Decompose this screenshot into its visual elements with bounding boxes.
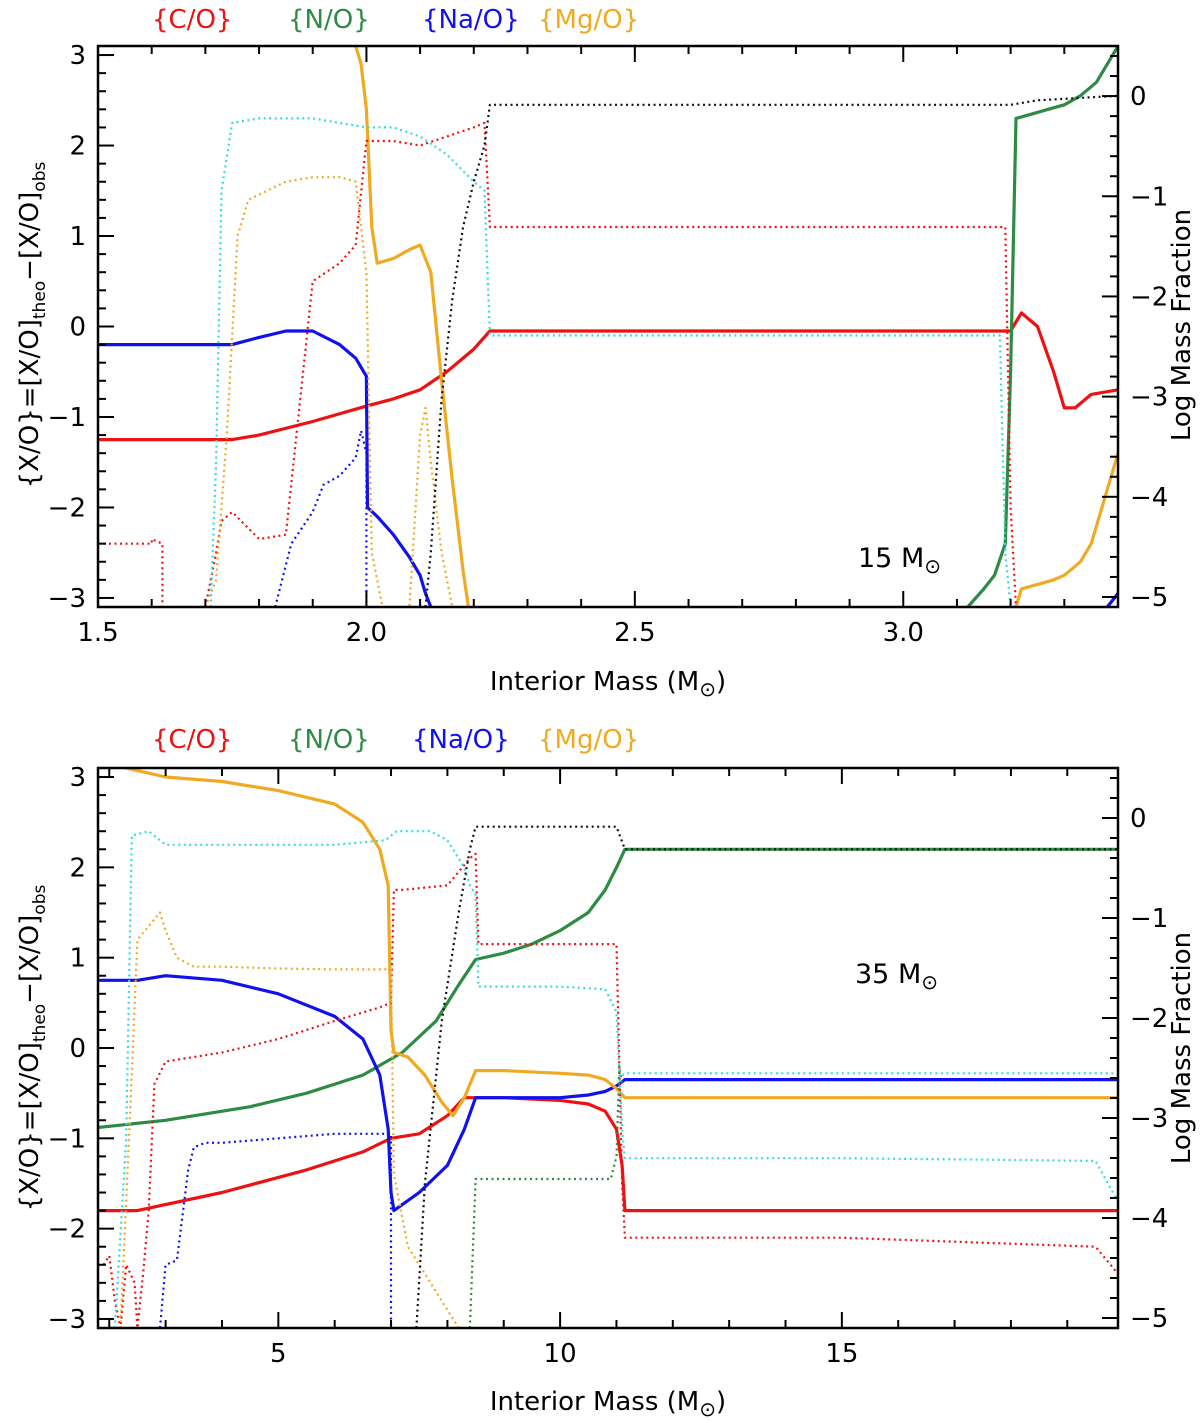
y-right-tick-label: −3 [1130,1104,1168,1134]
legend-no-top: {N/O} [288,5,370,35]
svg-text:{X/O}=[X/O]theo−[X/O]obs: {X/O}=[X/O]theo−[X/O]obs [15,885,50,1212]
series-cyan-dotted-upper-9 [621,1072,1118,1077]
legend-co-top: {C/O} [152,5,232,35]
svg-text:Interior Mass (M⊙): Interior Mass (M⊙) [490,1387,726,1421]
series-cyan-dotted-9 [209,117,1012,607]
x-tick-label: 15 [825,1339,858,1369]
panel-top: {C/O} {N/O} {Na/O} {Mg/O} 1.5 2.0 2.5 3.0 −3… [15,5,1197,701]
legend-mgo-bottom: {Mg/O} [538,725,639,755]
y-tick-label: −3 [48,1305,86,1335]
y-tick-label: 2 [69,132,86,162]
legend-co-bottom: {C/O} [152,725,232,755]
series-mg-o-3 [354,46,470,607]
series-mg-o-outer-4 [1014,451,1118,607]
y-tick-label: −1 [48,1124,86,1154]
xlabel-bottom: Interior Mass (M⊙) [490,1387,726,1421]
legend-no-bottom: {N/O} [288,725,370,755]
series-mg-o-dotted-8 [204,176,464,607]
plot-frame [96,44,1120,609]
plot-area-bottom: 5 10 15 −3 −2 −1 0 1 2 3 −5 −4 −3 −2 −1 0 [48,763,1169,1369]
series-c-o-dotted-4 [102,852,1118,1328]
y-tick-label: 2 [69,853,86,883]
xlabel-top: Interior Mass (M⊙) [490,667,726,701]
legend-nao-top: {Na/O} [422,5,520,35]
ylabel-right-bottom: Log Mass Fraction [1167,932,1197,1164]
panel-bottom: {C/O} {N/O} {Na/O} {Mg/O} 5 10 15 −3 −2 −1 0 1 2… [15,725,1197,1421]
ylabel-left-top: {X/O}=[X/O]theo−[X/O]obs [15,162,50,489]
svg-text:{X/O}=[X/O]theo−[X/O]obs: {X/O}=[X/O]theo−[X/O]obs [15,162,50,489]
y-right-tick-label: −4 [1130,1204,1168,1234]
series-black-dotted-10 [415,825,1118,1328]
y-tick-label: −2 [48,1215,86,1245]
series-mg-o-3 [124,768,1118,1118]
y-right-tick-label: −5 [1130,583,1168,613]
svg-text:Interior Mass (M⊙): Interior Mass (M⊙) [490,667,726,701]
y-tick-label: 3 [69,41,86,71]
legend-mgo-top: {Mg/O} [538,5,639,35]
series-n-o-dotted-7 [468,1064,624,1328]
series-c-o-0 [98,1096,1118,1213]
y-right-tick-label: −1 [1130,182,1168,212]
ticks [97,46,1119,607]
series-na-o-2 [98,329,433,607]
x-tick-label: 1.5 [77,618,118,648]
x-tick-label: 3.0 [883,618,924,648]
series-n-o-1 [98,847,1118,1130]
series-na-o-2 [98,974,1118,1213]
x-tick-label: 2.5 [614,618,655,648]
plot-area-top: 1.5 2.0 2.5 3.0 −3 −2 −1 0 1 2 3 −5 −4 −3 −2 −1 0 [48,41,1169,648]
x-tick-label: 2.0 [346,618,387,648]
series-c-o-dotted-6 [98,121,1018,607]
y-tick-label: 0 [69,1034,86,1064]
annotation-mass-top: 15 M⊙ [858,543,941,578]
series-group [98,46,1118,607]
series-n-o-1 [966,46,1118,607]
annotation-mass-bottom: 35 M⊙ [855,959,938,994]
y-tick-label: −2 [48,493,86,523]
y-tick-label: 1 [69,944,86,974]
x-tick-label: 10 [544,1339,577,1369]
y-tick-label: −3 [48,584,86,614]
series-group [98,768,1118,1328]
y-right-tick-label: −1 [1130,904,1168,934]
ticks [98,768,1118,1328]
y-tick-label: 3 [69,763,86,793]
y-right-tick-label: −2 [1130,282,1168,312]
plot-frame [96,766,1120,1330]
legend-nao-bottom: {Na/O} [412,725,510,755]
y-right-tick-label: −4 [1130,483,1168,513]
svg-text:Log Mass Fraction: Log Mass Fraction [1167,932,1197,1164]
legend-bottom: {C/O} {N/O} {Na/O} {Mg/O} [152,725,639,755]
y-right-tick-label: −5 [1130,1304,1168,1334]
y-right-tick-label: 0 [1130,82,1147,112]
series-c-o-0 [98,311,1118,442]
y-right-tick-label: −2 [1130,1004,1168,1034]
series-na-o-outer-5 [1105,591,1118,607]
series-na-o-dotted-7 [274,429,368,607]
y-tick-label: −1 [48,403,86,433]
series-na-o-dotted-5 [158,1132,393,1328]
y-tick-label: 0 [69,313,86,343]
annotation-15-msun: 15 M⊙ [858,543,941,578]
y-right-tick-label: 0 [1130,804,1147,834]
annotation-35-msun: 35 M⊙ [855,959,938,994]
y-right-tick-label: −3 [1130,383,1168,413]
y-tick-label: 1 [69,222,86,252]
legend-top: {C/O} {N/O} {Na/O} {Mg/O} [152,5,639,35]
x-tick-label: 5 [270,1339,287,1369]
ylabel-left-bottom: {X/O}=[X/O]theo−[X/O]obs [15,885,50,1212]
svg-text:Log Mass Fraction: Log Mass Fraction [1167,209,1197,441]
ylabel-right-top: Log Mass Fraction [1167,209,1197,441]
